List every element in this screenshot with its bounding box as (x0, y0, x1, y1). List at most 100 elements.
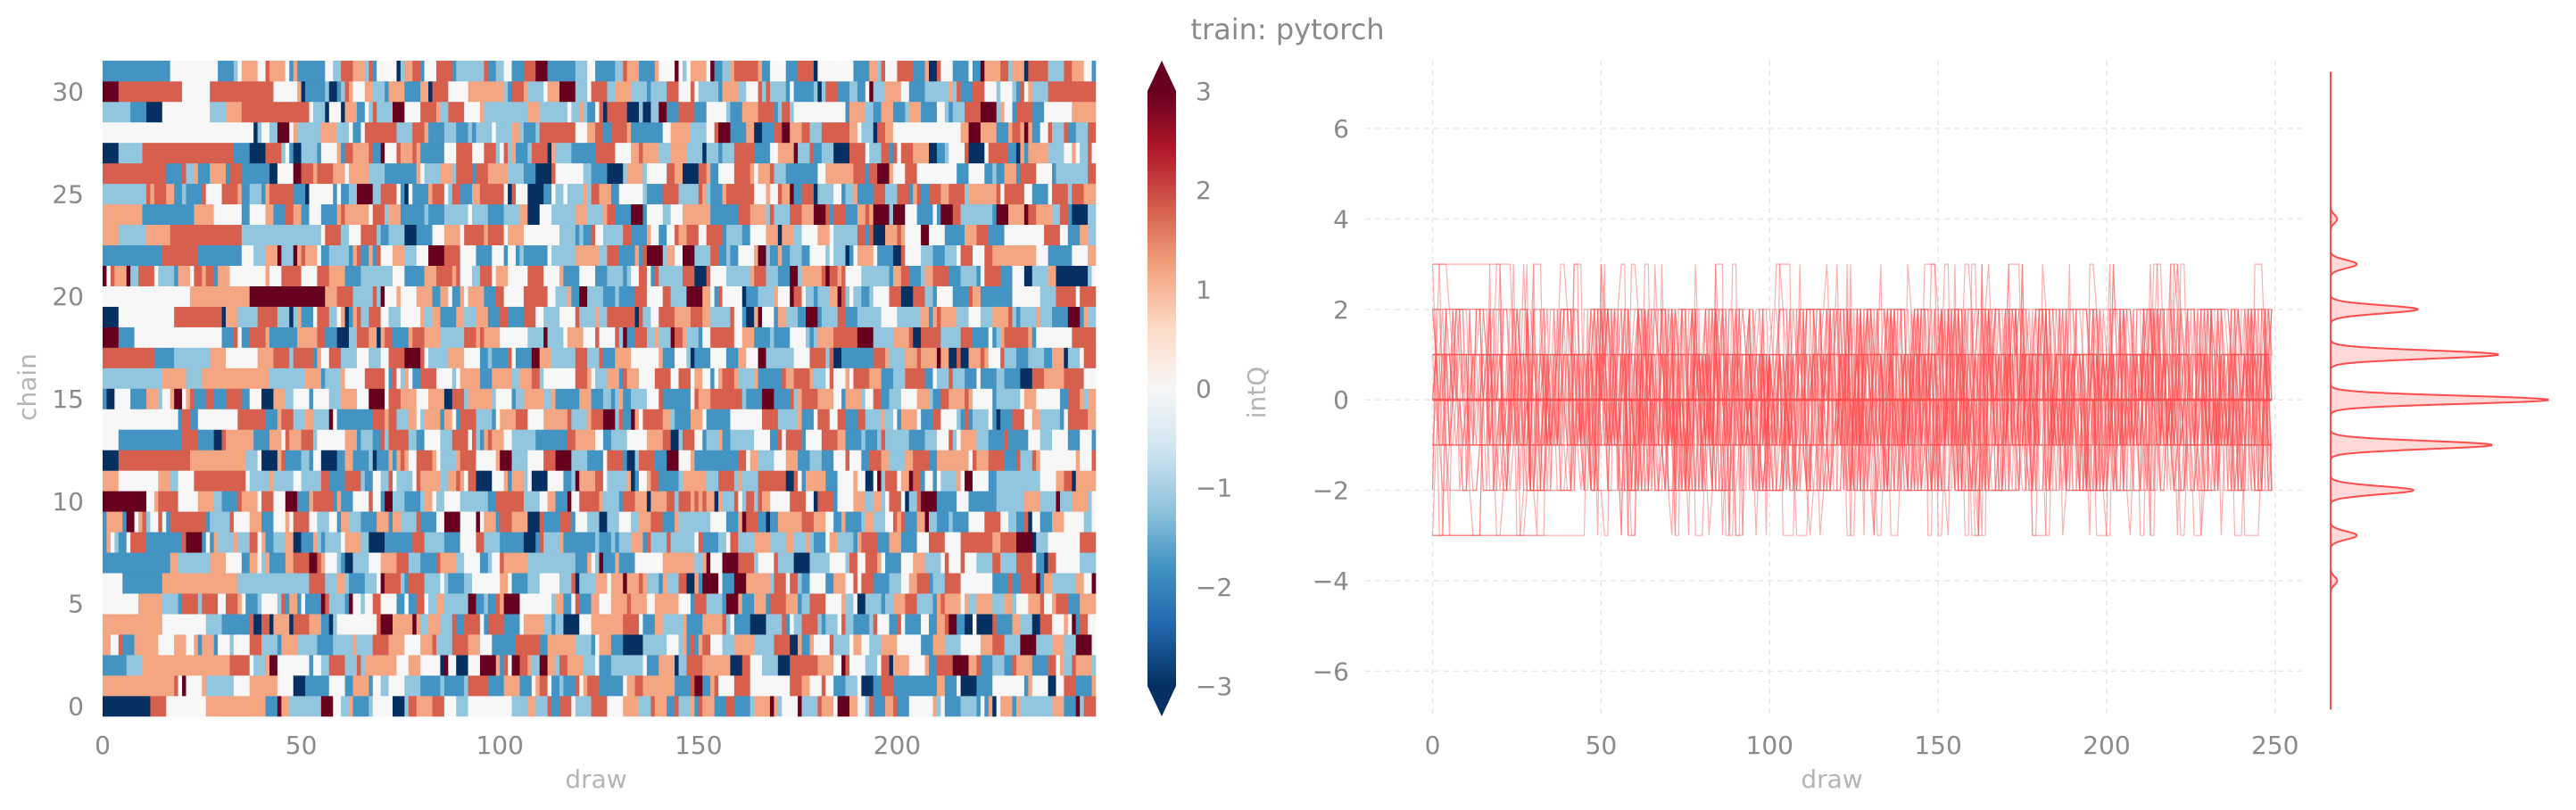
heatmap-cell (1052, 614, 1064, 635)
heatmap-cell (503, 655, 509, 676)
heatmap-cell (733, 470, 739, 492)
heatmap-cell (821, 429, 838, 450)
heatmap-cell (849, 80, 858, 103)
heatmap-cell (718, 491, 723, 512)
heatmap-cell (1056, 285, 1077, 307)
heatmap-cell (145, 491, 155, 512)
heatmap-cell (150, 696, 167, 717)
heatmap-cell (706, 183, 711, 205)
heatmap-cell (738, 593, 743, 615)
heatmap-cell (432, 80, 449, 103)
heatmap-cell (631, 470, 635, 492)
heatmap-cell (508, 142, 512, 164)
heatmap-cell (385, 429, 389, 450)
heatmap-cell (1031, 326, 1037, 348)
heatmap-cell (900, 573, 910, 594)
heatmap-cell (626, 450, 635, 471)
heatmap-cell (694, 532, 700, 553)
heatmap-cell (393, 696, 405, 717)
heatmap-cell (451, 265, 457, 286)
heatmap-cell (702, 491, 707, 512)
heatmap-cell (1028, 61, 1048, 82)
heatmap-cell (380, 347, 389, 368)
heatmap-cell (798, 409, 802, 430)
heatmap-cell (317, 634, 334, 656)
heatmap-cell (754, 183, 766, 205)
heatmap-cell (801, 675, 810, 697)
heatmap-cell (940, 203, 954, 226)
heatmap-cell (905, 593, 917, 615)
heatmap-cell (460, 470, 465, 492)
heatmap-cell (500, 450, 512, 471)
heatmap-cell (948, 347, 957, 368)
heatmap-cell (476, 162, 489, 185)
heatmap-cell (758, 552, 774, 574)
heatmap-cell (1000, 696, 1013, 717)
heatmap-cell (150, 183, 155, 205)
heatmap-cell (929, 450, 938, 471)
heatmap-cell (492, 634, 517, 656)
heatmap-cell (130, 101, 147, 123)
heatmap-cell (865, 511, 874, 533)
heatmap-cell (889, 203, 894, 226)
heatmap-cell (690, 306, 703, 327)
heatmap-cell (881, 655, 890, 676)
heatmap-cell (511, 573, 528, 594)
heatmap-cell (396, 655, 410, 676)
heatmap-cell (309, 101, 314, 123)
heatmap-cell (631, 532, 643, 553)
heatmap-cell (186, 183, 203, 205)
heatmap-cell (682, 203, 711, 226)
heatmap-cell (988, 326, 993, 348)
heatmap-cell (754, 244, 758, 266)
heatmap-cell (690, 121, 708, 144)
heatmap-cell (435, 593, 445, 615)
heatmap-cell (936, 655, 954, 676)
heatmap-cell (650, 491, 667, 512)
heatmap-cell (349, 511, 361, 533)
heatmap-cell (1064, 61, 1073, 82)
heatmap-cell (527, 470, 533, 492)
heatmap-cell (861, 532, 878, 553)
heatmap-cell (110, 265, 115, 286)
heatmap-cell (837, 409, 846, 430)
heatmap-cell (1072, 614, 1077, 635)
heatmap-cell (976, 368, 982, 389)
heatmap-cell (777, 655, 791, 676)
heatmap-cell (798, 573, 802, 594)
heatmap-cell (798, 306, 807, 327)
heatmap-cell (615, 142, 632, 164)
heatmap-cell (849, 101, 866, 123)
heatmap-cell (341, 142, 345, 164)
heatmap-cell (960, 409, 965, 430)
heatmap-cell (555, 183, 564, 205)
heatmap-cell (297, 80, 302, 103)
heatmap-cell (511, 470, 525, 492)
heatmap-cell (801, 203, 815, 226)
heatmap-cell (1080, 306, 1084, 327)
heatmap-cell (1088, 244, 1097, 266)
heatmap-cell (460, 409, 476, 430)
heatmap-cell (706, 491, 715, 512)
heatmap-cell (416, 593, 425, 615)
heatmap-cell (420, 614, 429, 635)
heatmap-cell (766, 593, 771, 615)
heatmap-cell (873, 183, 886, 205)
heatmap-cell (833, 491, 838, 512)
heatmap-cell (388, 470, 393, 492)
heatmap-cell (686, 285, 703, 307)
heatmap-cell (543, 388, 552, 409)
heatmap-cell (957, 162, 969, 185)
heatmap-cell (320, 470, 330, 492)
heatmap-cell (1000, 101, 1005, 123)
heatmap-cell (980, 101, 997, 123)
heatmap-cell (233, 675, 251, 697)
heatmap-cell (531, 675, 536, 697)
heatmap-cell (408, 183, 413, 205)
heatmap-cell (873, 101, 882, 123)
heatmap-cell (733, 696, 750, 717)
heatmap-cell (984, 244, 993, 266)
heatmap-cell (790, 634, 799, 656)
heatmap-cell (484, 593, 489, 615)
heatmap-cell (626, 429, 648, 450)
